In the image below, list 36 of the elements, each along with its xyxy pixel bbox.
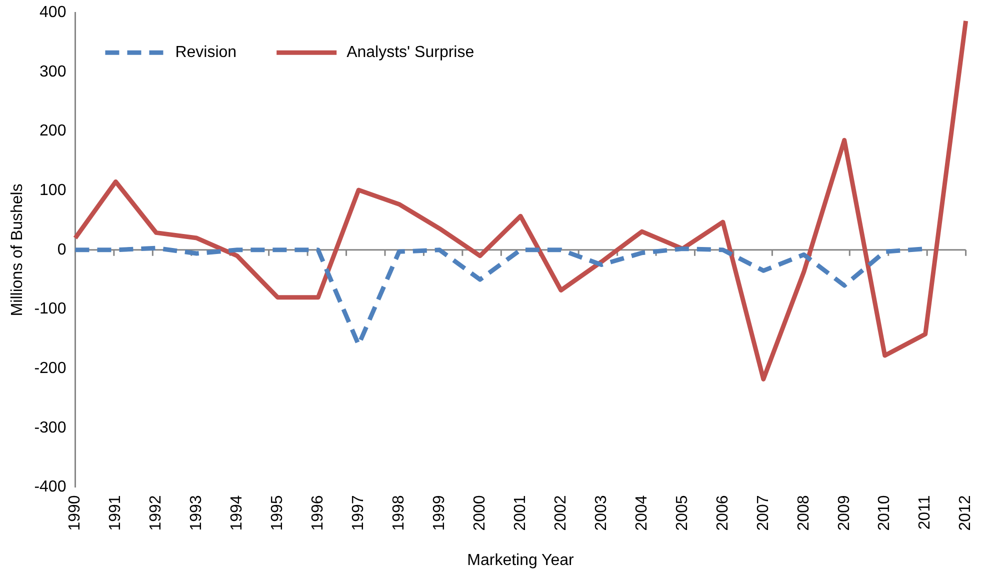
x-tick-label: 2005 [674,495,691,531]
x-tick-label: 2006 [714,495,732,531]
x-tick-label: 1999 [430,495,448,531]
y-tick-label: 100 [40,182,66,199]
y-tick-label: -200 [34,360,66,377]
y-axis-title: Millions of Bushels [9,184,26,316]
x-tick-label: 2009 [836,495,853,531]
legend-label: Revision [175,44,237,62]
y-tick-label: 300 [40,63,66,80]
x-tick-label: 1992 [148,495,165,531]
x-tick-label: 2000 [471,495,488,531]
x-tick-label: 1997 [350,495,367,531]
x-tick-label: 1993 [188,495,206,531]
y-tick-label: 0 [57,241,66,258]
y-tick-label: -300 [34,419,66,436]
x-tick-label: 1995 [269,495,286,531]
y-tick-label: 400 [40,4,66,22]
x-tick-label: 2001 [512,495,529,531]
x-tick-label: 1991 [107,495,124,531]
x-axis-title: Marketing Year [467,552,575,569]
y-tick-label: -400 [34,478,66,496]
x-tick-label: 2003 [592,495,610,531]
x-tick-label: 1996 [310,495,327,531]
y-tick-label: 200 [40,122,66,140]
x-tick-label: 2004 [633,495,650,531]
x-tick-label: 2012 [957,495,974,531]
x-tick-label: 2011 [916,495,934,530]
x-tick-label: 2002 [552,495,570,531]
x-tick-label: 1998 [390,495,408,531]
legend-label: Analysts' Surprise [346,44,474,62]
x-tick-label: 1994 [228,495,246,531]
x-tick-label: 1990 [66,495,84,531]
x-tick-label: 2010 [876,495,894,531]
y-tick-label: -100 [34,300,66,318]
x-tick-label: 2008 [795,495,812,531]
x-tick-label: 2007 [754,495,772,531]
